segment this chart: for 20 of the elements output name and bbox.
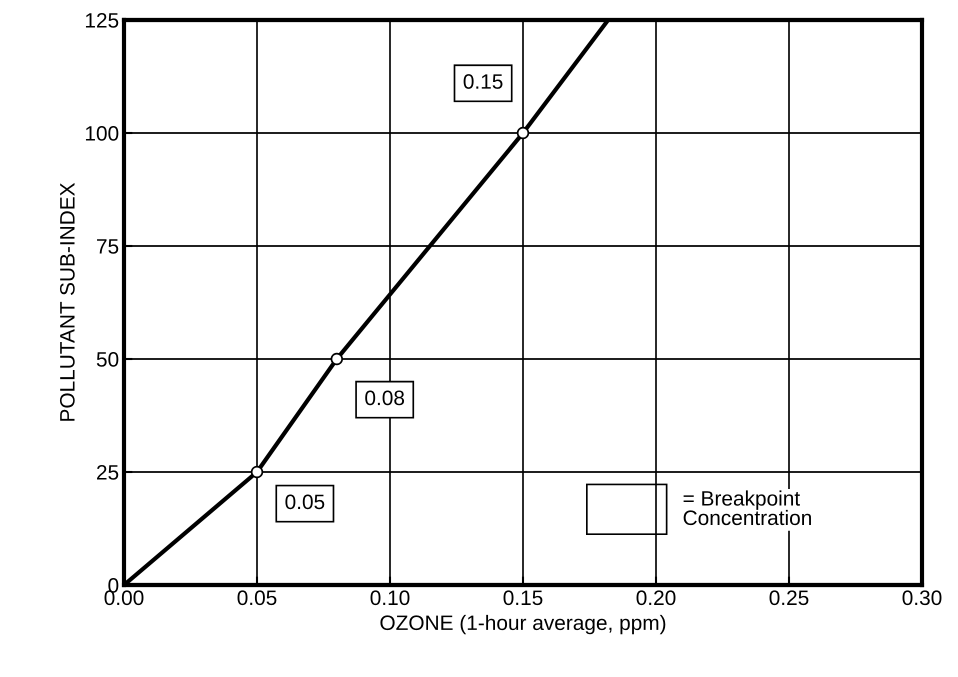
annotation: 0.05 — [285, 494, 324, 510]
y-tick-label: 25 — [97, 465, 118, 480]
y-tick-label: 125 — [86, 13, 118, 28]
x-axis-title: OZONE (1-hour average, ppm) — [380, 614, 666, 634]
annotation: 0.08 — [365, 390, 404, 406]
y-tick-label: 75 — [97, 239, 118, 254]
x-tick-label: 0.25 — [770, 590, 808, 606]
x-tick-label: 0.20 — [636, 590, 676, 606]
y-tick-label: 100 — [86, 126, 118, 141]
y-tick-label: 50 — [96, 352, 118, 367]
x-tick-label: 0.30 — [902, 590, 942, 606]
x-tick-label: 0.15 — [504, 590, 542, 606]
point — [250, 466, 264, 478]
x-tick-label: 0.10 — [370, 590, 410, 606]
point — [330, 352, 344, 366]
point — [516, 126, 530, 140]
x-tick-label: 0.05 — [238, 590, 276, 606]
annotation: = Breakpoint Concentration — [684, 490, 811, 526]
annotation: 0.15 — [464, 74, 502, 89]
y-axis-title: POLLUTANT SUB-INDEX — [60, 182, 75, 421]
